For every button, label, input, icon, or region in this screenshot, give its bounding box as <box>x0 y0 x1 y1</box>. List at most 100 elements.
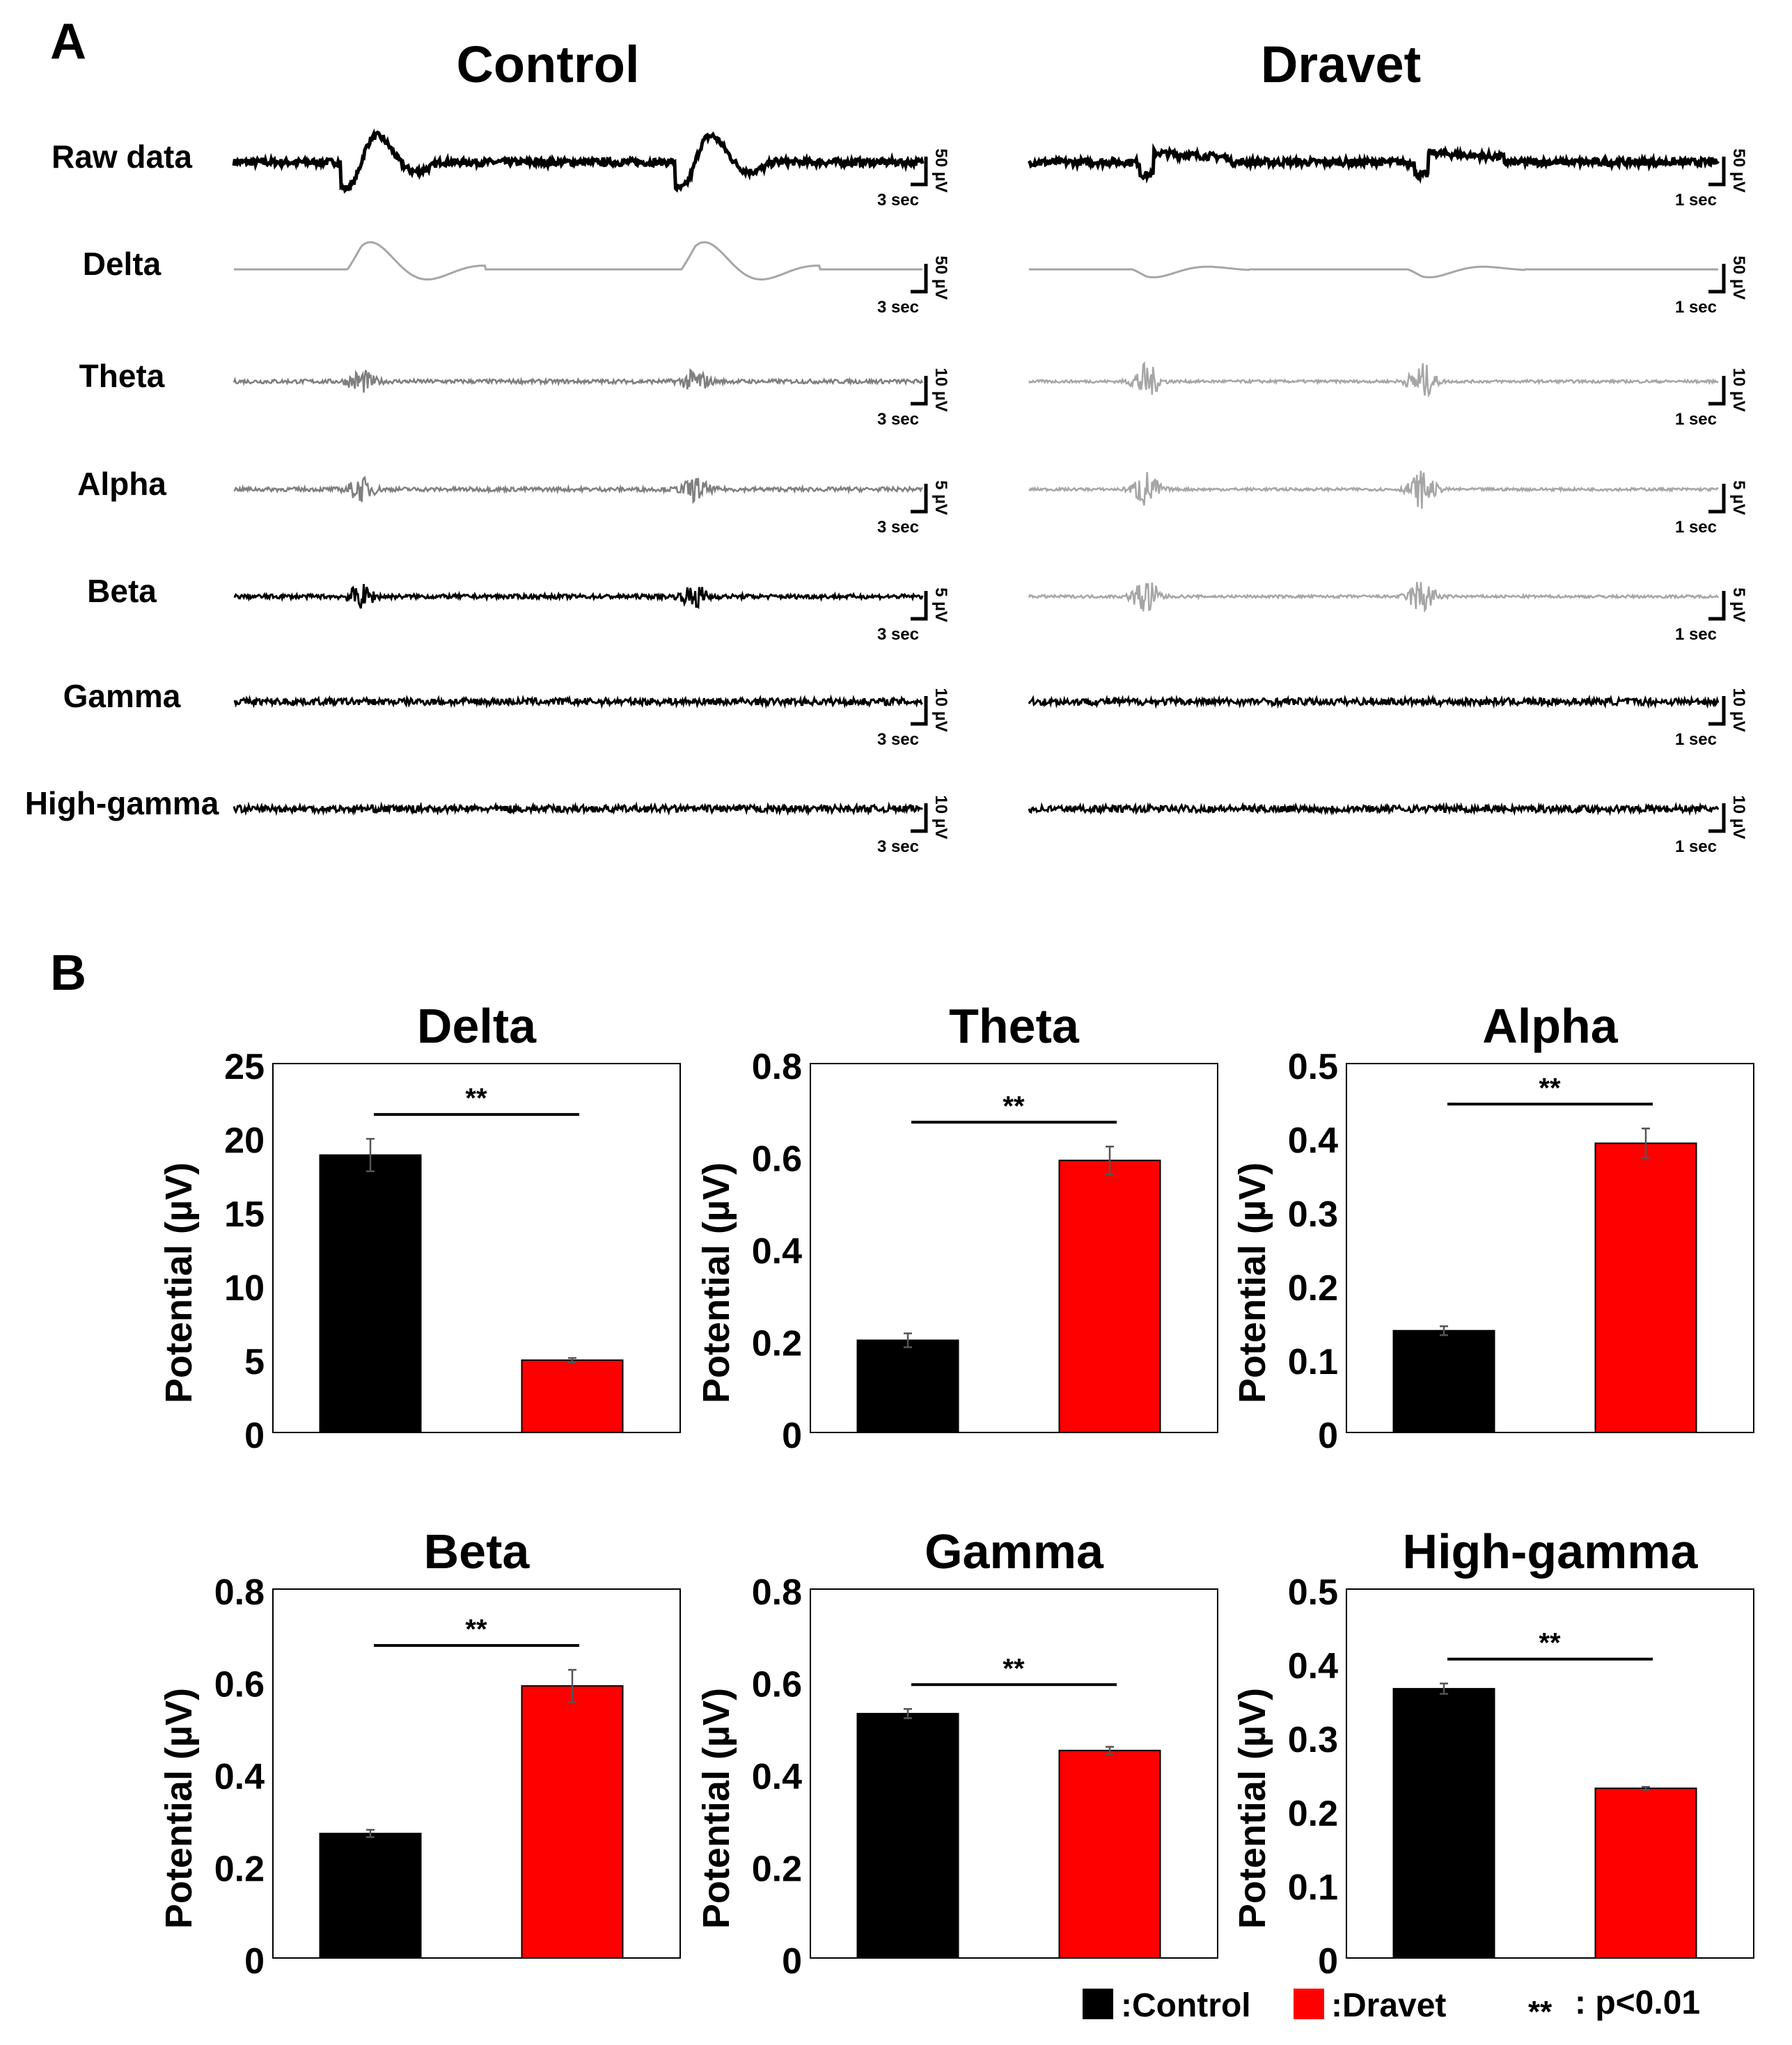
scale-bar-control-alpha <box>911 484 928 514</box>
y-tick-beta-0: 0 <box>244 1941 265 1982</box>
y-tick-high-gamma-0-2: 0.2 <box>1288 1794 1338 1834</box>
plot-frame-alpha <box>1346 1063 1754 1433</box>
trace-control-alpha <box>233 475 923 505</box>
y-tick-gamma-0: 0 <box>782 1941 802 1982</box>
y-label-gamma: Potential (µV) <box>695 1688 737 1929</box>
trace-dravet-high-gamma <box>1028 801 1720 816</box>
chart-gamma: Gamma 0 0.2 0.4 0.6 0.8 Potential (µV) ** <box>695 1524 1218 1982</box>
legend-significance-label: : p<0.01 <box>1575 1984 1700 2021</box>
y-tick-beta-0-8: 0.8 <box>214 1572 265 1613</box>
column-title-control: Control <box>456 35 639 93</box>
y-tick-alpha-0-3: 0.3 <box>1288 1194 1338 1235</box>
chart-title-high-gamma: High-gamma <box>1403 1524 1699 1579</box>
chart-theta: Theta 0 0.2 0.4 0.6 0.8 Potential (µV) ** <box>695 999 1218 1456</box>
error-bar-gamma-dravet <box>1106 1746 1114 1755</box>
time-scale-dravet-theta: 1 sec <box>1675 410 1717 429</box>
significance-marker-high-gamma: ** <box>1539 1628 1561 1659</box>
trace-dravet-theta <box>1028 361 1719 398</box>
error-bar-gamma-control <box>904 1708 912 1719</box>
y-tick-beta-0-6: 0.6 <box>214 1665 265 1705</box>
error-bar-theta-dravet <box>1106 1146 1114 1176</box>
time-scale-control-alpha: 3 sec <box>877 518 919 537</box>
time-scale-dravet-beta: 1 sec <box>1675 625 1717 644</box>
error-bar-delta-control <box>366 1137 375 1173</box>
scale-bar-control-theta <box>911 376 928 406</box>
y-tick-high-gamma-0-3: 0.3 <box>1288 1720 1338 1760</box>
y-tick-delta-10: 10 <box>224 1268 265 1309</box>
y-tick-high-gamma-0: 0 <box>1318 1941 1338 1982</box>
error-bar-beta-dravet <box>568 1668 576 1703</box>
chart-title-alpha: Alpha <box>1482 999 1619 1053</box>
bar-high-gamma-dravet <box>1594 1787 1697 1959</box>
bar-gamma-dravet <box>1058 1749 1161 1959</box>
y-label-theta: Potential (µV) <box>695 1162 737 1403</box>
y-tick-alpha-0-5: 0.5 <box>1288 1047 1338 1087</box>
y-tick-theta-0-2: 0.2 <box>752 1324 802 1364</box>
y-tick-delta-25: 25 <box>224 1047 265 1087</box>
trace-control-high-gamma <box>233 801 924 816</box>
amp-scale-dravet-raw-data: 50 µV <box>1729 148 1748 192</box>
y-tick-gamma-0-2: 0.2 <box>752 1849 802 1890</box>
y-tick-beta-0-2: 0.2 <box>214 1849 265 1890</box>
error-bar-beta-control <box>366 1829 375 1838</box>
trace-label-high-gamma: High-gamma <box>25 785 219 821</box>
y-tick-high-gamma-0-1: 0.1 <box>1288 1868 1338 1908</box>
time-scale-dravet-delta: 1 sec <box>1675 298 1717 317</box>
scale-bar-control-raw-data <box>911 157 928 187</box>
y-tick-alpha-0-1: 0.1 <box>1288 1342 1338 1382</box>
trace-label-raw-data: Raw data <box>52 139 192 175</box>
scale-bar-control-high-gamma <box>911 803 928 833</box>
trace-dravet-gamma <box>1028 694 1720 709</box>
trace-dravet-alpha <box>1028 471 1719 509</box>
y-tick-high-gamma-0-5: 0.5 <box>1288 1572 1338 1613</box>
amp-scale-control-raw-data: 50 µV <box>932 148 950 192</box>
chart-alpha: Alpha 0 0.1 0.2 0.3 0.4 0.5 Potential (µV) ** <box>1232 999 1754 1456</box>
error-bar-delta-dravet <box>568 1357 576 1364</box>
chart-beta: Beta 0 0.2 0.4 0.6 0.8 Potential (µV) ** <box>158 1524 681 1982</box>
bar-beta-control <box>319 1833 422 1959</box>
time-scale-control-high-gamma: 3 sec <box>877 837 919 856</box>
scale-bar-dravet-beta <box>1708 591 1726 621</box>
bar-beta-dravet <box>521 1685 624 1959</box>
trace-control-delta <box>234 241 922 281</box>
chart-high-gamma: High-gamma 0 0.1 0.2 0.3 0.4 0.5 Potential (µV)… <box>1232 1524 1754 1982</box>
scale-bar-dravet-raw-data <box>1708 157 1726 187</box>
plot-frame-theta <box>810 1063 1218 1433</box>
error-bar-high-gamma-control <box>1440 1682 1448 1695</box>
column-title-dravet: Dravet <box>1261 35 1421 93</box>
amp-scale-control-beta: 5 µV <box>932 587 950 622</box>
plot-frame-beta <box>272 1588 681 1959</box>
chart-title-gamma: Gamma <box>925 1524 1104 1579</box>
y-tick-theta-0: 0 <box>782 1416 802 1456</box>
plot-frame-delta <box>272 1063 681 1433</box>
trace-control-gamma <box>233 694 923 709</box>
y-label-alpha: Potential (µV) <box>1232 1162 1273 1403</box>
legend-dravet-swatch <box>1294 1989 1324 2019</box>
bar-theta-dravet <box>1058 1160 1161 1433</box>
scale-bar-dravet-delta <box>1708 264 1726 294</box>
y-tick-alpha-0-2: 0.2 <box>1288 1268 1338 1309</box>
y-tick-alpha-0: 0 <box>1318 1416 1338 1456</box>
error-bar-high-gamma-dravet <box>1642 1785 1650 1791</box>
trace-dravet-raw-data <box>1027 143 1720 184</box>
y-tick-theta-0-8: 0.8 <box>752 1047 802 1087</box>
trace-control-theta <box>233 368 924 393</box>
legend: :Control :Dravet ** : p<0.01 <box>1083 1984 1700 2029</box>
significance-marker-beta: ** <box>465 1614 487 1645</box>
bar-delta-control <box>319 1154 422 1433</box>
y-tick-delta-0: 0 <box>244 1416 265 1456</box>
y-label-delta: Potential (µV) <box>158 1162 200 1403</box>
scale-bar-dravet-alpha <box>1708 484 1726 514</box>
y-tick-gamma-0-6: 0.6 <box>752 1665 802 1705</box>
chart-delta: Delta 0 5 10 15 20 25 Potential (µV) ** <box>158 999 681 1456</box>
y-tick-theta-0-4: 0.4 <box>752 1231 802 1272</box>
amp-scale-dravet-gamma: 10 µV <box>1729 688 1748 732</box>
trace-label-alpha: Alpha <box>77 466 166 502</box>
panel-a-label: A <box>50 14 86 70</box>
time-scale-dravet-gamma: 1 sec <box>1675 730 1717 749</box>
y-label-beta: Potential (µV) <box>158 1688 200 1929</box>
bar-alpha-dravet <box>1594 1142 1697 1433</box>
chart-title-delta: Delta <box>417 999 537 1053</box>
y-tick-beta-0-4: 0.4 <box>214 1757 265 1797</box>
